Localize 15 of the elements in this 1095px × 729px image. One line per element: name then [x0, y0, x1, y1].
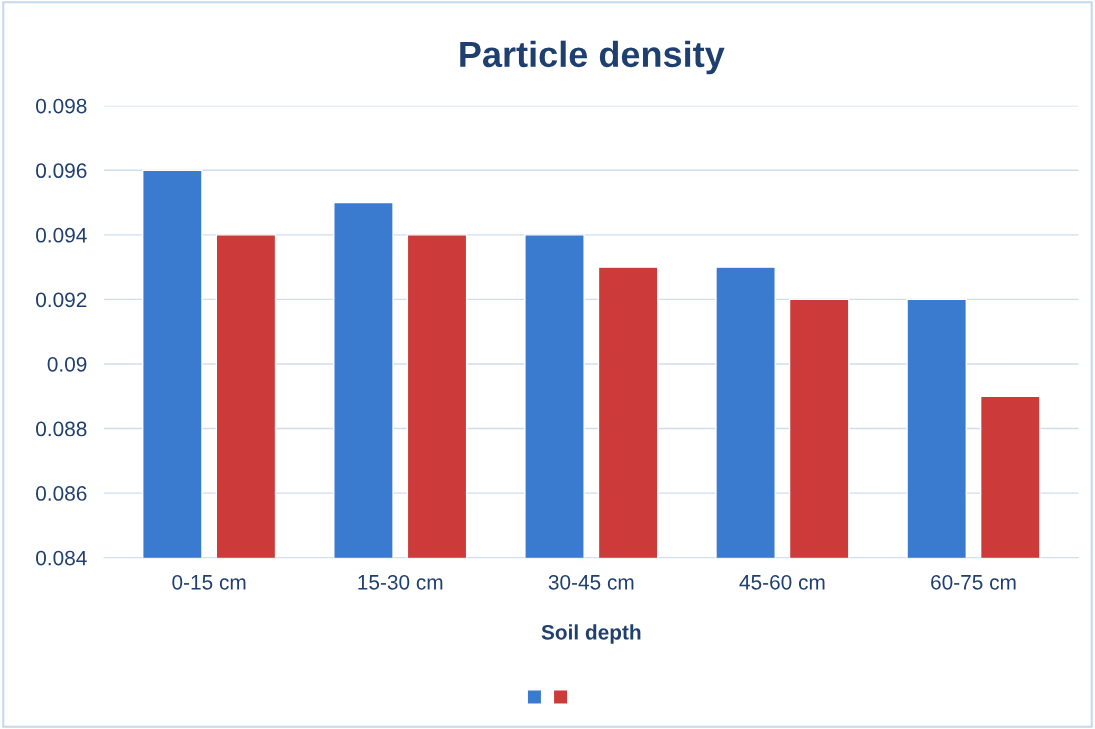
y-tick-label: 0.096 — [36, 163, 87, 179]
y-tick-label: 0.084 — [36, 550, 87, 566]
x-tick-label: 15-30 cm — [358, 574, 443, 590]
x-tick-label: 60-75 cm — [931, 574, 1016, 590]
y-tick-label: 0.086 — [36, 486, 87, 501]
chart-title: Particle density — [460, 40, 725, 75]
x-tick-label: 0-15 cm — [172, 574, 246, 590]
y-tick-label: 0.088 — [36, 421, 87, 437]
y-tick-label: 0.09 — [47, 356, 87, 372]
x-tick-label: 30-45 cm — [548, 574, 634, 590]
y-tick-label: 0.092 — [36, 292, 87, 308]
x-tick-label: 45-60 cm — [739, 574, 825, 590]
y-tick-label: 0.098 — [36, 98, 87, 114]
y-tick-label: 0.094 — [36, 227, 87, 243]
x-axis-title: Soil depth — [541, 624, 641, 644]
